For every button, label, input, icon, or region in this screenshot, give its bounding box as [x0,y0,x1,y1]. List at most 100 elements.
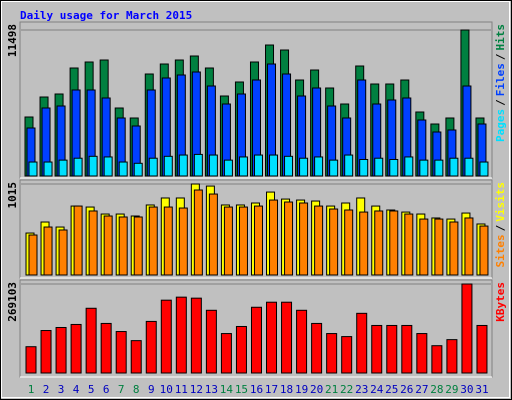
bar [58,229,68,276]
legend: Pages / Files / Hits [494,24,507,142]
bar [404,213,414,276]
bar [281,301,293,374]
x-tick-label: 31 [475,383,488,396]
bar [73,205,83,276]
x-tick-label: 9 [148,383,155,396]
bar [115,331,127,374]
bar [253,205,263,276]
x-tick-label: 19 [295,383,308,396]
bar [148,206,158,276]
legend-entry: Visits [494,182,507,222]
x-tick-label: 17 [265,383,278,396]
bar [389,210,399,276]
bar [404,156,414,177]
bar [386,324,398,374]
bar [419,159,429,177]
x-tick-label: 24 [370,383,384,396]
x-tick-label: 7 [118,383,125,396]
bar [175,296,187,374]
legend-entry: KBytes [494,282,507,322]
bar [344,209,354,276]
bar [476,324,488,374]
x-tick-label: 6 [103,383,110,396]
bar [163,155,173,177]
bar [269,154,279,177]
bar [100,322,112,374]
x-tick-label: 28 [430,383,443,396]
legend: KBytes [494,282,507,322]
bar [326,333,338,374]
y-tick-label: 11498 [6,24,19,57]
bar [284,155,294,177]
bar [371,324,383,374]
bar [28,161,38,177]
bar [296,309,308,374]
bar [103,215,113,276]
x-tick-label: 21 [325,383,338,396]
bar [434,218,444,276]
x-tick-label: 25 [385,383,398,396]
bar [329,159,339,177]
bar [449,157,459,177]
legend-entry: Files [494,63,507,96]
bar [208,154,218,177]
x-tick-label: 3 [58,383,65,396]
legend-separator: / [494,224,507,231]
bar [88,210,98,276]
legend-separator: / [494,99,507,106]
bar [103,156,113,177]
x-tick-label: 5 [88,383,95,396]
bar [401,324,413,374]
bar [311,322,323,374]
bar [250,306,262,374]
legend-separator: / [494,53,507,60]
x-tick-label: 20 [310,383,323,396]
x-tick-label: 15 [235,383,248,396]
legend-entry: Sites [494,234,507,267]
bar [464,217,474,276]
bar [434,159,444,177]
bar [299,202,309,276]
bar [85,307,97,374]
x-tick-label: 1 [28,383,35,396]
bar [178,154,188,177]
bar [464,157,474,177]
bar [193,189,203,276]
bar [70,323,82,374]
bar [73,157,83,177]
bar [238,156,248,177]
bar [344,154,354,177]
bar [208,193,218,276]
bar [43,161,53,177]
bar [133,162,143,177]
legend-entry: Hits [494,24,507,51]
y-tick-label: 1015 [6,182,19,209]
bar [223,206,233,276]
bar [374,157,384,177]
bar [341,336,353,374]
bar [253,154,263,177]
bar [238,206,248,276]
bar [223,159,233,177]
bar [479,161,489,177]
bar [205,309,217,374]
bar [479,225,489,276]
bar [178,207,188,276]
bar [88,155,98,177]
bar [193,153,203,177]
bar [148,157,158,177]
bar [314,205,324,276]
bar [356,312,368,374]
bar [145,320,157,374]
bar [58,159,68,177]
bar [220,333,232,374]
legend-entry: Pages [494,109,507,142]
bar [419,218,429,276]
x-tick-label: 12 [190,383,203,396]
x-tick-label: 14 [220,383,234,396]
bar [284,201,294,276]
legend: Sites / Visits [494,182,507,268]
x-tick-label: 26 [400,383,413,396]
